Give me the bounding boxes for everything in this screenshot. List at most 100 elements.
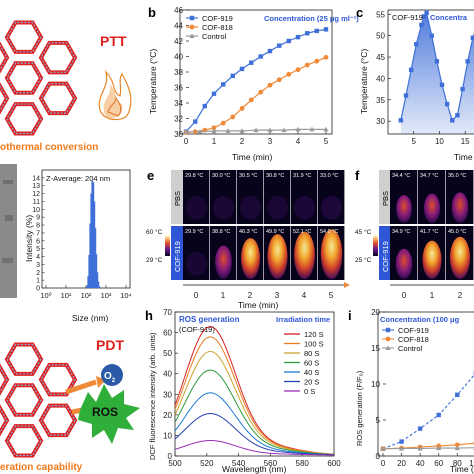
chart-h-line-6 <box>174 439 335 456</box>
chart-i-ylabel: ROS generation (F/F₀) <box>355 370 364 446</box>
chart-b-point <box>295 67 301 73</box>
ros-burst: ROS <box>78 384 140 444</box>
thermal-e-cof-temp-label: 29.9 °C <box>185 229 203 235</box>
dls-bar <box>87 276 90 288</box>
chart-c-point <box>421 14 427 19</box>
dls-xtick-label: 10² <box>81 291 92 300</box>
chart-b-ytick-label: 34 <box>174 99 183 108</box>
chart-c-point <box>455 112 460 118</box>
dls-bar <box>95 254 98 288</box>
chart-b-ytick-label: 44 <box>174 22 183 31</box>
chart-c-point <box>403 93 409 98</box>
framework-bottom-ring-outline <box>6 425 42 457</box>
chart-c-point <box>419 22 424 28</box>
dls-xlabel: Size (nm) <box>72 313 109 323</box>
chart-i-ytick-label: 0 <box>376 452 381 461</box>
framework-top-ring-outline <box>6 103 42 135</box>
f-row-label-box-pbs <box>379 170 390 224</box>
chart-h-line-4 <box>174 392 335 456</box>
dls-ytick-label: 10 <box>32 207 40 214</box>
chart-i-legend-marker <box>385 327 391 333</box>
chart-b-ytick-label: 38 <box>174 68 183 77</box>
thermal-f-pbs-hotspot <box>423 193 441 223</box>
panel-label-i: i <box>348 308 352 323</box>
chart-c-ytick-label: 50 <box>376 32 385 41</box>
chart-b-xtick-label: 1 <box>212 137 217 146</box>
framework-bottom-ring <box>4 342 44 376</box>
chart-h-ytick-label: 70 <box>163 308 172 317</box>
chart-b-xtick-label: 5 <box>324 137 329 146</box>
chart-i-xtick-label: 100 <box>469 459 474 468</box>
thermal-e-pbs-temp-label: 30.5 °C <box>239 173 257 179</box>
chart-b-point <box>277 43 282 48</box>
chart-c-xlabel: Time <box>454 152 473 162</box>
thermal-f-xtick-label: 0 <box>402 291 407 300</box>
pdt-label: PDT <box>96 337 124 353</box>
f-row-label-pbs: PBS <box>381 191 390 206</box>
dls-ytick-label: 0 <box>36 286 40 293</box>
chart-b-point <box>323 27 329 32</box>
chart-b-ytick-label: 32 <box>174 115 183 124</box>
thermal-e-pbs-hotspot <box>267 195 288 220</box>
dls-bar <box>88 254 91 288</box>
framework-top-ring-outline <box>6 62 42 94</box>
dls-ytick-label: 7 <box>36 230 40 237</box>
chart-h-legend-label: 60 S <box>304 359 319 368</box>
cof-framework-illustration-top <box>0 20 98 136</box>
arrow-to-o2 <box>65 379 97 395</box>
thermal-e-cof-hotspot <box>267 234 288 279</box>
colorbar-f-min: 25 °C <box>355 256 372 264</box>
dls-ytick-label: 8 <box>36 223 40 230</box>
chart-b-point <box>281 127 287 133</box>
panel-label-b: b <box>148 5 156 20</box>
chart-i-legend-marker <box>385 336 391 342</box>
thermal-f-pbs-temp-label: 35.0 °C <box>448 173 466 179</box>
panel-label-c: c <box>356 5 363 20</box>
chart-b-line-1 <box>185 56 327 134</box>
thermal-e-pbs-temp-label: 30.0 °C <box>212 173 230 179</box>
chart-i-ytick-label: 20 <box>371 308 380 317</box>
chart-b-point <box>220 120 226 126</box>
thermal-e-xtick-label: 5 <box>329 291 334 300</box>
chart-i-legend-marker <box>385 345 391 350</box>
chart-c-series-label: COF-919 <box>392 13 423 22</box>
tem-image <box>0 164 17 298</box>
dls-ytick-label: 9 <box>36 215 40 222</box>
chart-h-xlabel: Wavelength (nm) <box>222 464 287 474</box>
thermal-e-pbs-temp-label: 33.0 °C <box>320 173 338 179</box>
dls-ytick-label: 3 <box>36 262 40 269</box>
chart-h-ylabel: DCF fluorescence intensity (arb. units) <box>148 332 157 460</box>
chart-b-point <box>323 54 329 60</box>
chart-h-ytick-label: 30 <box>163 390 172 399</box>
chart-i-legend-label: COF-818 <box>398 335 429 344</box>
dls-ytick-label: 11 <box>33 199 40 206</box>
chart-i-ytick-label: 15 <box>371 344 380 353</box>
chart-h-title: ROS generation <box>179 315 240 324</box>
chart-h-line-2 <box>174 350 335 455</box>
chart-b-point <box>239 66 245 72</box>
chart-i-ytick-label: 10 <box>371 380 380 389</box>
chart-b-point <box>225 128 231 133</box>
chart-b-legend-label: COF-818 <box>202 23 233 32</box>
chart-b-legend-marker <box>189 33 195 38</box>
chart-b-point <box>239 106 245 111</box>
chart-b-point <box>249 60 254 65</box>
chart-h-legend-label: 20 S <box>304 378 319 387</box>
thermal-e-xtick-label: 3 <box>275 291 280 300</box>
chart-b-point <box>221 82 226 87</box>
dls-bar <box>96 272 99 288</box>
chart-i: 0 20 40 60 80 100 0 5 10 15 20 Concentration (100 … <box>355 308 474 474</box>
chart-h-xtick-label: 600 <box>327 459 341 468</box>
dls-ytick-label: 12 <box>32 191 40 198</box>
chart-h-line-3 <box>174 369 335 455</box>
chart-c-point <box>465 59 470 64</box>
dls-bar <box>97 281 100 288</box>
chart-i-line-0 <box>382 374 474 450</box>
thermal-f-pbs-temp-label: 34.4 °C <box>392 173 410 179</box>
chart-b-legend-marker <box>189 15 195 21</box>
dls-xtick-label: 10⁰ <box>40 291 51 300</box>
thermal-e-xtick-label: 4 <box>302 291 307 300</box>
chart-i-point <box>455 392 460 397</box>
framework-bottom-ring-outline <box>6 384 42 416</box>
chart-h-xtick-label: 500 <box>168 459 182 468</box>
